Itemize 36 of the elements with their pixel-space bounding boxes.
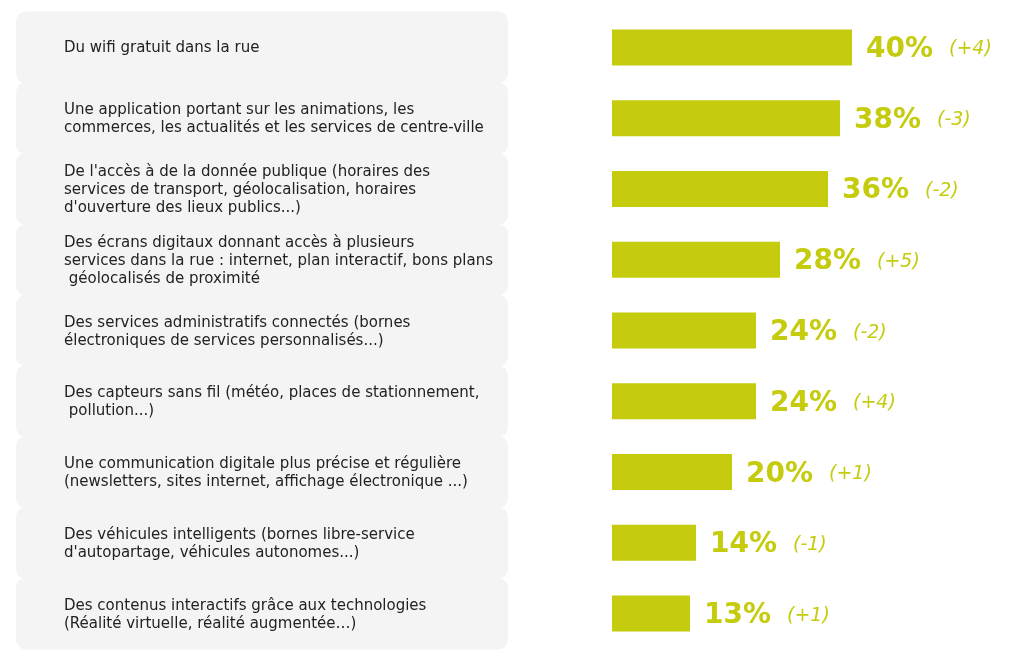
- annotation: (-1): [793, 531, 827, 554]
- y-tick-label: Des services administratifs connectés (bornes électroniques de services personnalisés...): [64, 312, 416, 349]
- text: (+4): [853, 390, 896, 413]
- bar: [612, 241, 780, 278]
- text: (+4): [949, 36, 992, 59]
- data-label: 24%: [770, 384, 838, 418]
- y-tick-label: Des contenus interactifs grâce aux technologies (Réalité virtuelle, réalité augmentée…): [64, 595, 432, 632]
- y-tick-label: Des capteurs sans fil (météo, places de stationnement, pollution...): [64, 383, 480, 420]
- annotation: (+1): [787, 602, 830, 625]
- data-label: 14%: [710, 526, 778, 560]
- data-label: 40%: [866, 30, 934, 64]
- bar: [612, 100, 840, 137]
- y-tick-label: Des écrans digitaux donnant accès à plusieurs services dans la rue : internet, plan interactif, bons plans géolocalisés de proximité: [64, 232, 494, 287]
- bar: [612, 524, 696, 561]
- y-tick-label: Des véhicules intelligents (bornes libre-service d'autopartage, véhicules autonomes...): [64, 524, 420, 561]
- annotation: (+1): [829, 461, 872, 484]
- bar: [612, 29, 852, 66]
- bar: [612, 454, 732, 491]
- bar: [612, 595, 690, 632]
- y-tick-label: Une communication digitale plus précise et régulière (newsletters, sites internet, affichage électronique ...): [64, 454, 468, 491]
- text: (-3): [937, 107, 971, 130]
- text: (-2): [853, 319, 887, 342]
- y-tick-label: Une application portant sur les animations, les commerces, les actualités et les services de centre-ville: [64, 100, 484, 137]
- data-label: 28%: [794, 243, 862, 277]
- data-label: 13%: [704, 597, 772, 631]
- data-label: 24%: [770, 314, 838, 347]
- text: (-2): [925, 177, 959, 200]
- y-tick-label: Du wifi gratuit dans la rue: [64, 38, 260, 57]
- data-label: 20%: [746, 455, 814, 489]
- bar: [612, 383, 756, 420]
- data-label: 36%: [842, 172, 910, 206]
- bar: [612, 312, 756, 349]
- bar: [612, 170, 828, 207]
- y-tick-label: De l'accès à de la donnée publique (horaires des services de transport, géolocalisation, horaires d'ouverture des lieux publics...): [64, 161, 435, 216]
- text: (+5): [877, 248, 920, 271]
- data-label: 38%: [854, 101, 922, 135]
